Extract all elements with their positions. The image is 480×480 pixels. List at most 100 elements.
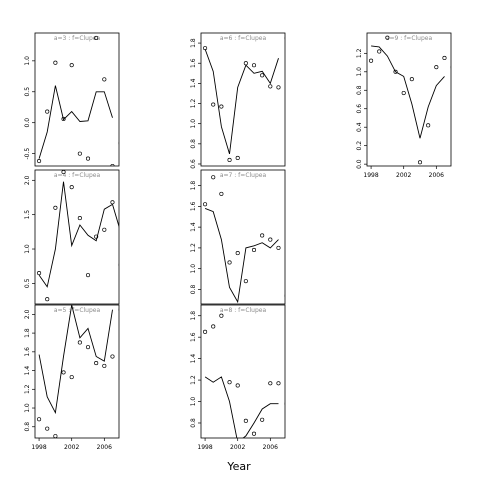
observed-point: [69, 63, 74, 68]
observed-point: [251, 247, 257, 253]
observed-point: [434, 65, 439, 70]
x-tick-label: 2006: [429, 172, 444, 179]
y-tick-label: 1.0: [24, 56, 31, 66]
observed-point: [442, 55, 447, 60]
panel-frame: [34, 169, 120, 305]
observed-point: [61, 170, 66, 175]
x-tick-label: 1998: [363, 172, 378, 179]
y-tick-label: 0.8: [356, 85, 363, 95]
observed-point: [284, 36, 285, 40]
observed-point: [284, 294, 285, 297]
observed-point: [260, 233, 265, 238]
y-tick-label: 0.6: [190, 159, 197, 169]
observed-point: [243, 279, 248, 284]
panel-data: [37, 35, 119, 166]
observed-point: [219, 191, 224, 196]
y-tick-label: 0.0: [24, 118, 31, 128]
observed-point: [211, 175, 216, 180]
observed-point: [118, 263, 119, 267]
observed-point: [94, 361, 99, 366]
observed-point: [268, 381, 273, 386]
y-tick-label: 1.8: [190, 38, 197, 48]
observed-point: [235, 383, 240, 388]
observed-point: [45, 109, 50, 114]
panel-data: [203, 36, 285, 163]
panel-data: [203, 313, 285, 438]
y-tick-label: 1.6: [190, 332, 197, 342]
x-tick-label: 2002: [396, 172, 411, 179]
observed-point: [85, 156, 91, 161]
y-tick-label: 2.0: [24, 309, 31, 319]
observed-point: [110, 200, 115, 205]
y-tick-label: -0.5: [24, 148, 31, 160]
y-tick-label: 0.8: [190, 139, 197, 149]
panel-title: a=7 : f=Clupea: [220, 172, 267, 179]
x-tick-label: 2002: [64, 444, 79, 451]
x-tick-label: 2006: [263, 444, 278, 451]
observed-point: [102, 77, 107, 82]
observed-point: [53, 60, 58, 65]
y-tick-label: 0.5: [24, 87, 31, 97]
y-tick-label: 0.5: [24, 278, 31, 288]
fitted-line: [204, 207, 279, 304]
y-tick-label: 1.2: [190, 99, 197, 109]
y-tick-label: 0.8: [190, 418, 197, 428]
observed-point: [268, 84, 273, 89]
panel-title: a=5 : f=Clupea: [54, 307, 101, 314]
y-tick-label: 0.4: [356, 122, 363, 132]
fitted-line: [204, 376, 279, 438]
y-tick-label: 1.4: [190, 354, 197, 364]
observed-point: [211, 102, 216, 107]
y-tick-label: 1.8: [190, 181, 197, 191]
panel-p1: a=3 : f=Clupea -0.5 0.0 0.5 1.0: [24, 32, 120, 167]
observed-point: [45, 426, 50, 431]
observed-point: [235, 251, 240, 256]
y-tick-label: 1.2: [190, 375, 197, 385]
y-tick-label: 1.2: [190, 243, 197, 253]
observed-point: [77, 216, 82, 221]
fitted-line: [112, 204, 119, 228]
fitted-line: [371, 45, 445, 139]
observed-point: [377, 49, 382, 54]
observed-point: [110, 354, 115, 359]
observed-point: [77, 151, 82, 156]
panel-title: a=6 : f=Clupea: [220, 35, 267, 42]
observed-point: [53, 205, 58, 210]
observed-point: [110, 163, 115, 166]
observed-point: [243, 418, 248, 423]
y-tick-label: 1.2: [356, 48, 363, 58]
observed-point: [61, 370, 66, 375]
y-tick-label: 1.6: [190, 201, 197, 211]
observed-point: [61, 116, 66, 122]
observed-point: [219, 104, 224, 109]
observed-point: [203, 46, 208, 51]
observed-point: [393, 69, 398, 74]
panel-p5: a=7 : f=Clupea 0.8 1.0 1.2 1.4 1.6 1.8: [190, 169, 286, 305]
y-tick-label: 0.6: [356, 104, 363, 114]
observed-point: [94, 35, 99, 40]
observed-point: [118, 308, 119, 311]
observed-point: [385, 35, 390, 40]
observed-point: [85, 345, 91, 350]
observed-point: [426, 123, 431, 128]
y-tick-label: 1.0: [190, 119, 197, 129]
y-tick-label: 1.8: [24, 328, 31, 338]
observed-point: [53, 434, 58, 438]
y-tick-label: 1.0: [190, 264, 197, 274]
y-tick-label: 0.8: [24, 422, 31, 432]
observed-point: [417, 160, 423, 165]
observed-point: [85, 273, 91, 278]
observed-point: [268, 237, 273, 242]
observed-point: [260, 73, 265, 78]
panel-p7: a=5 : f=Clupea 0.8 1.0 1.2 1.4 1.6 1.8 2.0 1998 2…: [24, 304, 120, 451]
y-tick-label: 1.0: [24, 244, 31, 254]
panel-frame: [200, 169, 286, 305]
observed-point: [37, 159, 42, 164]
panel-frame: [366, 32, 452, 167]
y-tick-label: 1.0: [24, 403, 31, 413]
fitted-line: [38, 305, 113, 415]
observed-point: [284, 402, 285, 405]
observed-point: [235, 155, 240, 160]
y-tick-label: 1.4: [24, 366, 31, 376]
